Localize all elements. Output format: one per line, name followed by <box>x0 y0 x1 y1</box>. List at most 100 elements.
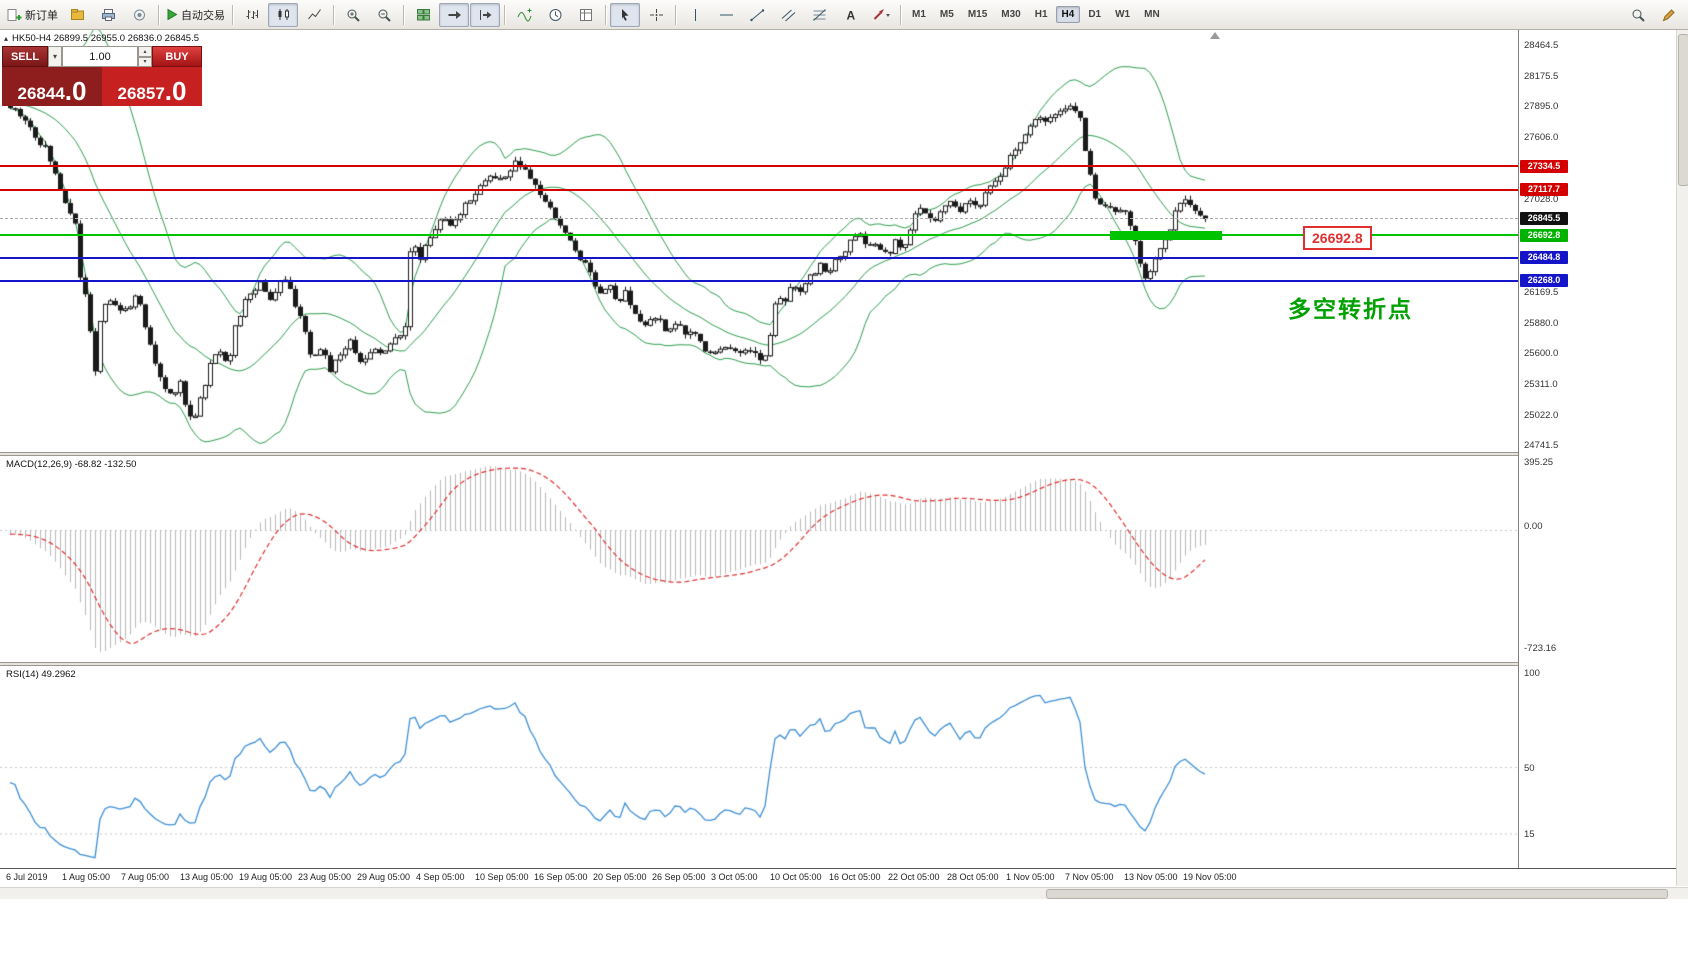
price-tick-25880.0: 25880.0 <box>1524 317 1559 329</box>
time-label: 23 Aug 05:00 <box>298 872 352 882</box>
time-label: 22 Oct 05:00 <box>888 872 940 882</box>
timeframe-d1-button[interactable]: D1 <box>1088 9 1102 20</box>
timeframe-h1-button[interactable]: H1 <box>1034 9 1048 20</box>
fibonacci-button[interactable] <box>804 3 834 27</box>
price-tick-25600.0: 25600.0 <box>1524 347 1559 359</box>
arrows-tool-button[interactable] <box>866 3 896 27</box>
one-click-trading-panel: SELL ▾ ▴ ▾ BUY 26844 .0 26857 .0 <box>2 46 202 106</box>
trendline-button[interactable] <box>742 3 772 27</box>
data-window-button[interactable] <box>124 3 154 27</box>
print-button[interactable] <box>93 3 123 27</box>
vertical-scrollbar[interactable] <box>1676 30 1688 886</box>
toolbar-separator <box>158 4 159 25</box>
timeframe-m15-button[interactable]: M15 <box>967 9 988 20</box>
panel-separator[interactable] <box>0 662 1688 666</box>
buy-price-display[interactable]: 26857 .0 <box>102 67 202 106</box>
crosshair-button[interactable] <box>641 3 671 27</box>
vertical-line-icon <box>694 8 696 21</box>
time-label: 4 Sep 05:00 <box>416 872 465 882</box>
volume-up-button[interactable]: ▴ <box>138 46 152 57</box>
volume-input[interactable] <box>62 46 138 67</box>
timeframe-h4-button[interactable]: H4 <box>1055 6 1081 23</box>
line-chart-type-button[interactable] <box>299 3 329 27</box>
time-axis[interactable]: 6 Jul 2019 1 Aug 05:00 7 Aug 05:00 13 Aug 0… <box>0 868 1688 886</box>
price-tick-27606.0: 27606.0 <box>1524 132 1559 144</box>
bar-chart-icon <box>246 9 258 19</box>
price-tick-28464.5: 28464.5 <box>1524 40 1559 51</box>
panel-separator[interactable] <box>0 452 1688 456</box>
sell-price-frac: .0 <box>64 75 87 106</box>
sell-button[interactable]: SELL <box>2 46 48 67</box>
autotrade-label: 自动交易 <box>181 9 225 22</box>
tile-windows-button[interactable] <box>408 3 438 27</box>
vertical-scrollbar-thumb[interactable] <box>1678 34 1688 186</box>
price-tick-27028.0: 27028.0 <box>1524 194 1559 206</box>
rsi-scale-50: 50 <box>1524 762 1535 774</box>
auto-scroll-button[interactable] <box>439 2 469 27</box>
price-tag-26268.0: 26268.0 <box>1520 274 1568 288</box>
chart-ohlc-info: ▴ HK50-H4 26899.5 26955.0 26836.0 26845.… <box>4 33 199 44</box>
volume-down-button[interactable]: ▾ <box>138 56 152 67</box>
support-level-thick-segment[interactable] <box>1110 230 1222 240</box>
horizontal-scrollbar-thumb[interactable] <box>1046 889 1668 899</box>
data-window-icon <box>133 9 145 20</box>
price-chart-canvas[interactable] <box>0 30 1518 452</box>
arrow-tool-icon <box>873 8 890 20</box>
horizontal-line-27334.5[interactable] <box>0 165 1518 168</box>
profile-button[interactable] <box>62 3 92 27</box>
bar-chart-type-button[interactable] <box>237 3 267 27</box>
text-button[interactable]: A <box>835 3 865 27</box>
toolbar-separator <box>333 4 334 25</box>
macd-panel-canvas[interactable] <box>0 456 1518 662</box>
rsi-panel-canvas[interactable] <box>0 666 1518 868</box>
horizontal-scrollbar[interactable] <box>0 887 1688 899</box>
horizontal-line-26692.8[interactable] <box>0 234 1518 237</box>
pencil-icon <box>1662 8 1675 21</box>
edit-button[interactable] <box>1654 3 1684 27</box>
level-price-label[interactable]: 26692.8 <box>1303 226 1372 250</box>
new-order-button[interactable]: 新订单 <box>4 3 61 27</box>
candlestick-chart-icon <box>278 8 289 20</box>
fibonacci-icon <box>812 8 826 21</box>
horizontal-line-button[interactable] <box>711 3 741 27</box>
timeframe-m5-button[interactable]: M5 <box>939 9 954 20</box>
timeframe-mn-button[interactable]: MN <box>1144 9 1160 20</box>
chart-shift-button[interactable] <box>470 2 500 27</box>
search-button[interactable] <box>1623 3 1653 27</box>
cursor-icon <box>621 8 628 21</box>
equidistant-channel-button[interactable] <box>773 3 803 27</box>
chart-text-annotation[interactable]: 多空转折点 <box>1288 296 1413 322</box>
time-label: 29 Aug 05:00 <box>357 872 411 882</box>
price-axis[interactable]: 28464.5 28175.5 27895.0 27606.0 27028.0 26169… <box>1518 30 1676 886</box>
timeframe-w1-button[interactable]: W1 <box>1115 9 1131 20</box>
autotrade-play-icon <box>167 8 178 21</box>
indicators-button[interactable] <box>509 3 539 27</box>
candlestick-chart-type-button[interactable] <box>268 2 298 27</box>
sell-price-display[interactable]: 26844 .0 <box>2 67 102 106</box>
volume-dropdown-button[interactable]: ▾ <box>48 46 62 67</box>
time-label: 7 Nov 05:00 <box>1065 872 1114 882</box>
zoom-in-button[interactable] <box>338 3 368 27</box>
periods-button[interactable] <box>540 3 570 27</box>
buy-button[interactable]: BUY <box>152 46 202 67</box>
new-order-label: 新订单 <box>25 9 58 22</box>
cursor-button[interactable] <box>610 2 640 27</box>
timeframe-m1-button[interactable]: M1 <box>912 9 926 20</box>
zoom-out-button[interactable] <box>369 3 399 27</box>
toolbar-separator <box>675 4 676 25</box>
one-click-toggle[interactable]: ▴ <box>4 34 9 43</box>
time-label: 19 Aug 05:00 <box>239 872 293 882</box>
print-icon <box>101 8 115 21</box>
templates-button[interactable] <box>571 3 601 27</box>
vertical-line-button[interactable] <box>680 3 710 27</box>
chart-shift-marker[interactable] <box>1210 32 1220 39</box>
timeframe-m30-button[interactable]: M30 <box>1001 9 1021 20</box>
text-icon: A <box>846 8 855 22</box>
horizontal-line-27117.7[interactable] <box>0 188 1518 191</box>
horizontal-line-26268[interactable] <box>0 279 1518 282</box>
toolbar-separator <box>504 4 505 25</box>
autotrade-button[interactable]: 自动交易 <box>163 3 228 27</box>
sell-price-int: 26844 <box>17 84 65 103</box>
price-tick-27895.0: 27895.0 <box>1524 101 1559 113</box>
horizontal-line-26484.8[interactable] <box>0 256 1518 259</box>
